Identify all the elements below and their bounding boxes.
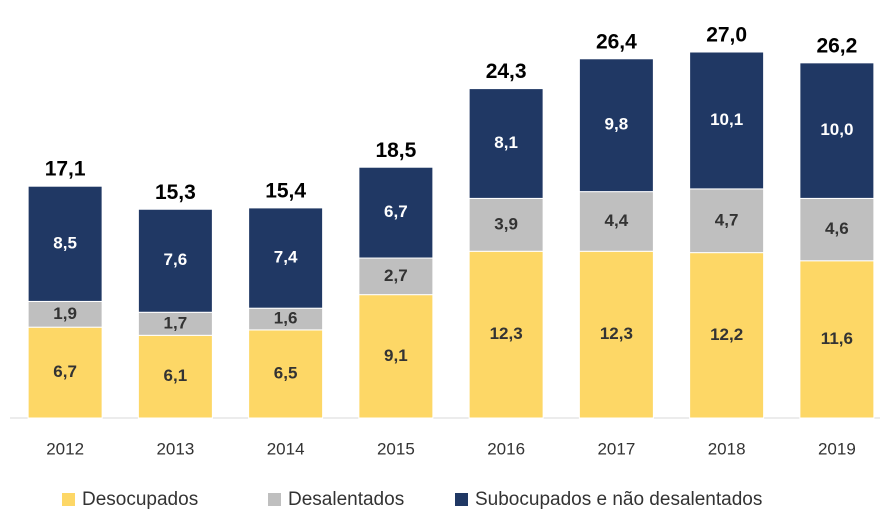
bar-segment — [689, 188, 765, 254]
bar-segment — [578, 58, 654, 193]
bar-segment — [248, 329, 324, 419]
legend-swatch — [268, 493, 281, 506]
value-label: 6,7 — [53, 362, 77, 381]
total-label: 15,4 — [265, 179, 306, 202]
bar-segment — [689, 51, 765, 190]
bar-segment — [27, 185, 103, 302]
value-label: 6,1 — [164, 366, 188, 385]
value-label: 12,3 — [600, 324, 633, 343]
bar-segment — [468, 250, 544, 419]
x-tick-label: 2013 — [156, 439, 194, 458]
bar-segment — [799, 62, 875, 199]
bar-segment — [578, 191, 654, 252]
value-label: 6,7 — [384, 202, 408, 221]
bar-segment — [799, 260, 875, 419]
value-label: 1,9 — [53, 304, 77, 323]
value-label: 9,8 — [605, 115, 629, 134]
value-label: 4,7 — [715, 210, 739, 229]
legend-label: Desocupados — [82, 489, 198, 510]
value-label: 8,5 — [53, 233, 77, 252]
value-label: 1,7 — [164, 313, 188, 332]
bar-segment — [27, 300, 103, 328]
x-tick-label: 2016 — [487, 439, 525, 458]
bar-segment — [137, 208, 213, 313]
value-label: 9,1 — [384, 346, 408, 365]
bar-segment — [248, 207, 324, 309]
total-label: 17,1 — [45, 158, 86, 181]
bar-segment — [358, 257, 434, 296]
value-label: 11,6 — [821, 329, 853, 348]
value-label: 12,3 — [490, 324, 523, 343]
value-label: 1,6 — [274, 309, 298, 328]
value-label: 8,1 — [494, 133, 518, 152]
x-tick-label: 2019 — [818, 439, 856, 458]
bar-segment — [137, 334, 213, 419]
total-label: 26,2 — [816, 34, 857, 57]
legend-label: Desalentados — [288, 489, 404, 510]
legend-swatch — [455, 493, 468, 506]
bar-segment — [358, 294, 434, 419]
total-label: 18,5 — [375, 139, 416, 162]
total-label: 24,3 — [486, 60, 527, 83]
bar-segment — [27, 326, 103, 419]
value-label: 3,9 — [494, 214, 518, 233]
legend-swatch — [62, 493, 75, 506]
bar-segment — [468, 88, 544, 199]
value-label: 2,7 — [384, 266, 408, 285]
bar-segment — [689, 252, 765, 419]
value-label: 4,4 — [605, 211, 629, 230]
x-tick-label: 2018 — [708, 439, 746, 458]
value-label: 7,6 — [164, 250, 188, 269]
total-label: 26,4 — [596, 30, 637, 53]
total-label: 27,0 — [706, 24, 747, 47]
value-label: 6,5 — [274, 363, 298, 382]
value-label: 4,6 — [825, 219, 849, 238]
bar-segment — [799, 197, 875, 262]
x-tick-label: 2014 — [267, 439, 305, 458]
bar-segment — [578, 250, 654, 419]
bar-segment — [358, 166, 434, 259]
x-tick-label: 2015 — [377, 439, 415, 458]
value-label: 7,4 — [274, 248, 298, 267]
value-label: 10,0 — [820, 120, 853, 139]
x-tick-label: 2017 — [597, 439, 635, 458]
value-label: 10,1 — [710, 110, 743, 129]
total-label: 15,3 — [155, 181, 196, 204]
bar-segment — [468, 197, 544, 252]
legend-label: Subocupados e não desalentados — [475, 489, 762, 510]
value-label: 12,2 — [710, 325, 743, 344]
x-tick-label: 2012 — [46, 439, 84, 458]
